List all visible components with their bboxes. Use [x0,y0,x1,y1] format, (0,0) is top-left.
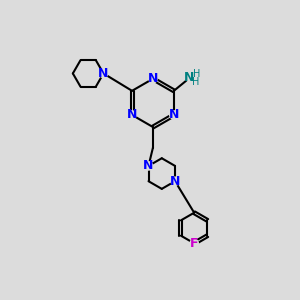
Text: N: N [98,67,109,80]
Circle shape [186,74,194,82]
Circle shape [190,239,198,248]
Circle shape [128,111,136,119]
Text: H: H [192,77,200,87]
Text: N: N [169,109,179,122]
Text: F: F [190,237,198,250]
Text: H: H [193,69,200,79]
Circle shape [99,69,108,78]
Circle shape [144,162,153,170]
Circle shape [149,75,157,83]
Circle shape [171,177,179,185]
Circle shape [170,111,178,119]
Text: N: N [127,109,137,122]
Text: N: N [148,72,158,85]
Text: N: N [143,159,154,172]
Text: N: N [170,175,180,188]
Text: N: N [183,71,194,84]
